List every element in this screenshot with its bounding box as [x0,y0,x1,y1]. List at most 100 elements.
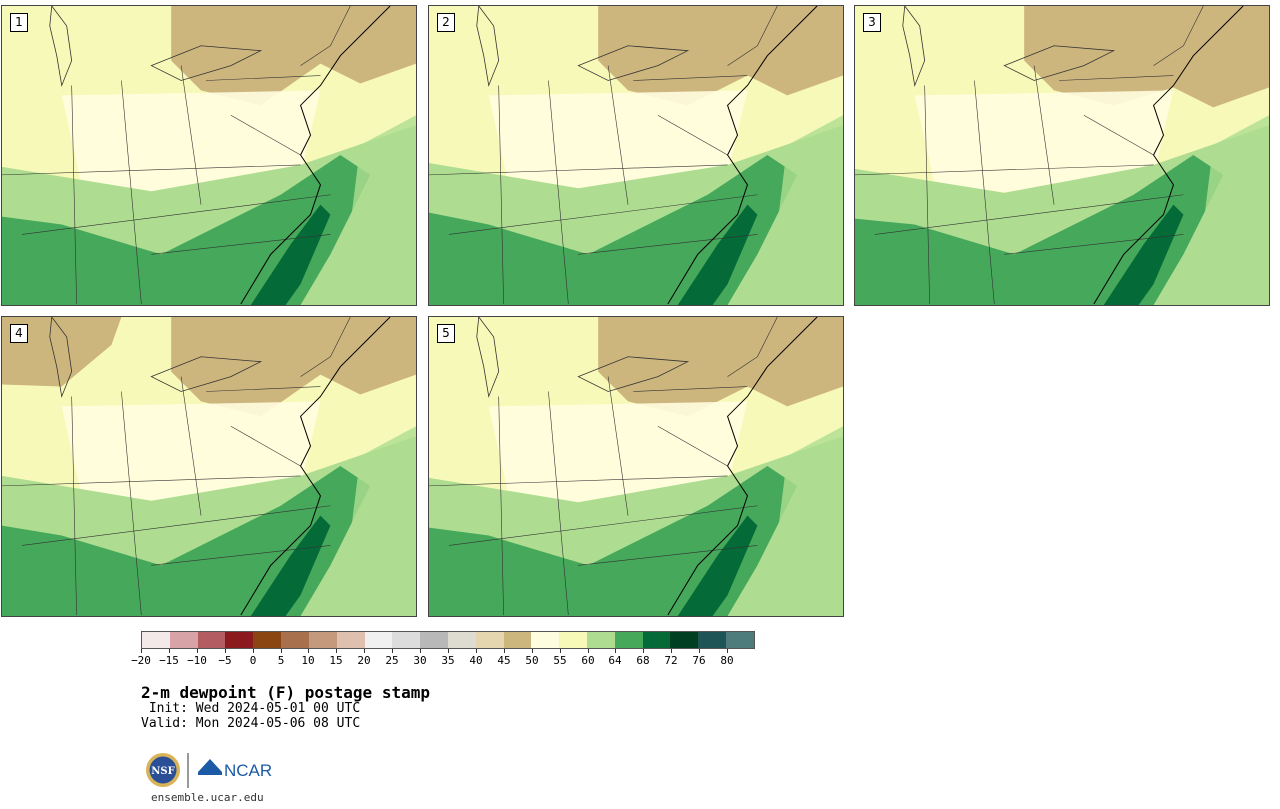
state-boundary [1004,234,1184,255]
state-boundary [330,317,351,357]
colorbar-tick [308,649,309,653]
postage-stamp-panel-1: 1 [1,5,417,306]
colorbar-tick-label: 80 [720,654,734,667]
colorbar-swatch [169,632,198,648]
state-boundary [429,164,728,176]
svg-text:NCAR: NCAR [224,761,272,780]
colorbar-tick-label: −15 [159,654,179,667]
state-boundary [874,194,1184,235]
colorbar-swatch [364,632,393,648]
state-boundary [855,164,1154,176]
colorbar-tick [560,649,561,653]
colorbar-tick [643,649,644,653]
state-boundary [429,475,728,487]
state-boundary [548,80,569,305]
panel-number-label: 4 [10,324,28,343]
state-boundary [657,426,728,467]
state-boundary [657,115,728,156]
state-boundary [448,505,758,546]
coastline [667,317,818,616]
colorbar-tick [141,649,142,653]
dewpoint-map [2,317,416,616]
colorbar-swatch [670,632,699,648]
state-boundary [230,115,301,156]
lake-outline [1003,45,1116,81]
coastline [667,6,818,305]
lake-outline [476,6,500,87]
nsf-logo-icon: NSF [146,753,180,787]
colorbar-swatch [142,632,170,648]
state-boundary [1059,75,1174,81]
colorbar-swatch [614,632,643,648]
state-boundary [727,356,758,377]
dry-region [598,6,843,106]
colorbar-tick [615,649,616,653]
dry-region [429,6,549,86]
colorbar-tick [532,649,533,653]
colorbar-tick-label: 50 [525,654,539,667]
colorbar-swatch [308,632,337,648]
panel-number-label: 3 [863,13,881,32]
dry-region [171,6,416,106]
colorbar-swatch [642,632,671,648]
very-humid-region [677,204,758,305]
colorbar-tick-label: 55 [553,654,567,667]
colorbar-tick-label: −10 [187,654,207,667]
dry-region [171,317,416,417]
state-boundary [180,65,202,205]
dewpoint-map [2,6,416,305]
website-link[interactable]: ensemble.ucar.edu [151,791,264,804]
dry-region [1024,6,1269,108]
colorbar-tick-label: −20 [131,654,151,667]
state-boundary [300,45,331,66]
state-boundary [607,376,629,516]
colorbar-tick-label: 72 [664,654,678,667]
postage-stamp-panel-3: 3 [854,5,1270,306]
colorbar-tick [699,649,700,653]
state-boundary [300,356,331,377]
colorbar-swatch [503,632,532,648]
colorbar-swatch [559,632,587,648]
colorbar-tick-label: 68 [636,654,650,667]
colorbar-tick [727,649,728,653]
state-boundary [974,80,995,305]
colorbar-tick [420,649,421,653]
colorbar-swatch [531,632,560,648]
dewpoint-map [855,6,1269,305]
state-boundary [1183,6,1204,46]
state-boundary [1033,65,1055,205]
dewpoint-map [429,6,843,305]
colorbar-tick [225,649,226,653]
state-boundary [757,6,778,46]
state-boundary [2,475,301,487]
state-boundary [448,194,758,235]
state-boundary [151,234,331,255]
state-boundary [607,65,629,205]
chart-title: 2-m dewpoint (F) postage stamp [141,683,430,702]
state-boundary [578,545,758,566]
colorbar-swatch [253,632,282,648]
dry-region [855,6,975,98]
colorbar-swatch [225,632,254,648]
dry-region [598,317,843,417]
lake-outline [150,356,263,392]
colorbar-tick-label: 76 [692,654,706,667]
state-boundary [924,85,930,305]
state-boundary [633,75,748,81]
state-boundary [206,386,321,392]
lake-outline [49,6,73,87]
state-boundary [71,85,77,305]
colorbar-tick-label: 0 [249,654,257,667]
colorbar-tick-label: 45 [497,654,511,667]
very-humid-region [1103,204,1184,305]
dewpoint-map [429,317,843,616]
svg-text:NSF: NSF [151,766,174,777]
lake-outline [49,317,73,398]
colorbar-swatch [447,632,476,648]
state-boundary [121,80,142,305]
very-humid-region [250,204,331,305]
state-boundary [206,75,321,81]
state-boundary [21,194,331,235]
colorbar-swatch [698,632,727,648]
dewpoint-colorbar [141,631,755,649]
